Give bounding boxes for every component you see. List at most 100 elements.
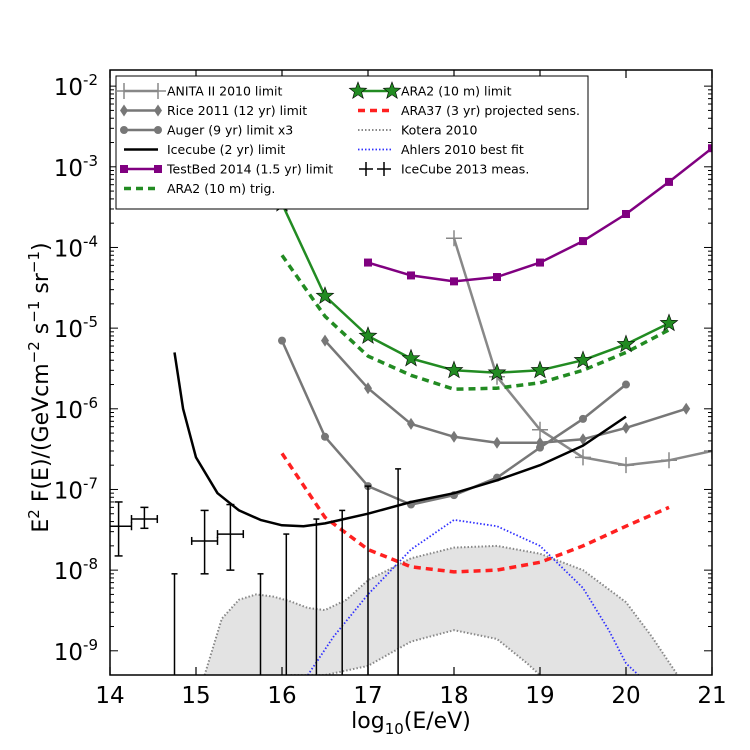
rice-2011-12-yr-limit-marker [682,402,691,415]
legend-entry-rice-2011-12-yr-limit: Rice 2011 (12 yr) limit [120,103,307,118]
y-axis-label-sup-2: −2 [25,341,43,363]
series-ahlers-2010-best-fit [307,519,640,675]
anita-ii-2010-limit-marker [575,449,591,466]
legend-marker-testbed-2014-1-5-yr-limit [120,165,128,173]
anita-ii-2010-limit-marker [704,442,712,459]
y-tick-label: 10-2 [54,71,98,101]
series-ara37-3-yr-projected-sens [280,452,670,574]
anita-ii-2010-limit-marker [532,421,548,438]
legend-label-anita-ii-2010-limit: ANITA II 2010 limit [167,84,283,99]
y-tick-base: 10 [54,398,83,424]
testbed-2014-1-5-yr-limit-marker [579,237,587,246]
x-tick-label: 21 [697,683,726,709]
ara2-10-m-limit-marker [530,360,550,379]
y-axis-label-sup-3: −1 [25,301,43,323]
legend-entry-ara2-10-m-trig: ARA2 (10 m) trig. [124,181,275,196]
x-axis-label-text: log [351,709,385,734]
y-tick-label: 10-5 [54,313,98,343]
y-tick-label: 10-3 [54,152,98,182]
series-auger-9-yr-limit-x3 [278,336,630,509]
y-axis-label-part-5: ) [29,242,54,251]
legend-label-ara2-10-m-trig: ARA2 (10 m) trig. [167,181,275,196]
legend-label-kotera-2010: Kotera 2010 [401,123,477,138]
kotera-band-fill [204,545,678,675]
ara2-10-m-limit-marker [659,313,679,332]
rice-2011-12-yr-limit-marker [450,430,458,443]
testbed-2014-1-5-yr-limit-marker [364,258,372,267]
rice-2011-12-yr-limit-marker [321,334,329,347]
y-tick-label: 10-8 [54,555,98,585]
x-tick-label: 15 [181,683,210,709]
y-tick-exponent: -7 [83,474,98,492]
y-tick-label: 10-9 [54,636,98,666]
rice-2011-12-yr-limit-marker [622,421,630,434]
y-axis-label-part-4: sr [29,272,54,300]
x-tick-label: 17 [353,683,382,709]
y-axis-label-sup-1: 2 [25,509,43,519]
y-tick-exponent: -9 [83,636,98,654]
testbed-2014-1-5-yr-limit-marker [622,209,630,218]
data-layer [110,144,712,675]
legend-label-rice-2011-12-yr-limit: Rice 2011 (12 yr) limit [167,103,307,118]
y-tick-base: 10 [54,559,83,585]
legend-entry-ara37-3-yr-projected-sens: ARA37 (3 yr) projected sens. [358,103,580,118]
anita-ii-2010-limit-marker [661,452,677,469]
ara2-10-m-limit-line [280,203,670,374]
y-tick-base: 10 [54,478,83,504]
legend-entry-icecube-2-yr-limit: Icecube (2 yr) limit [124,142,285,157]
plot-frame [109,69,713,676]
x-axis-label: log10(E/eV) [351,709,471,738]
legend-label-testbed-2014-1-5-yr-limit: TestBed 2014 (1.5 yr) limit [166,162,333,177]
icecube-2-yr-limit-line [173,352,627,528]
legend-label-icecube-2-yr-limit: Icecube (2 yr) limit [167,142,285,157]
auger-9-yr-limit-x3-marker [579,414,587,423]
legend-marker-rice-2011-12-yr-limit [154,104,162,117]
legend-entry-anita-ii-2010-limit: ANITA II 2010 limit [116,83,283,99]
y-axis-label-sup-4: −1 [25,251,43,273]
auger-9-yr-limit-x3-marker [321,432,329,441]
legend-entry-testbed-2014-1-5-yr-limit: TestBed 2014 (1.5 yr) limit [120,162,333,177]
legend-entry-ara2-10-m-limit: ARA2 (10 m) limit [348,81,512,99]
y-tick-base: 10 [54,75,83,101]
ticks-layer: 14 15 16 17 18 19 20 2110-910-810-710-610-510-4… [54,70,727,709]
ara2-10-m-limit-marker [573,350,593,369]
x-tick-label: 16 [267,683,296,709]
legend-label-auger-9-yr-limit-x3: Auger (9 yr) limit x3 [167,123,293,138]
x-tick-label: 18 [439,683,468,709]
y-axis-label: E2 F(E)/(GeVcm−2 s−1 sr−1) [25,242,54,532]
y-tick-exponent: -6 [83,394,98,412]
x-tick-label: 19 [525,683,554,709]
series-rice-2011-12-yr-limit [321,334,691,449]
legend-label-ahlers-2010-best-fit: Ahlers 2010 best fit [401,142,524,157]
legend-marker-ara2-10-m-limit [348,81,368,99]
ara2-10-m-limit-marker [487,362,507,381]
ara2-10-m-limit-marker [616,334,636,353]
legend-entry-icecube-2013-meas: IceCube 2013 meas. [359,162,529,177]
rice-2011-12-yr-limit-marker [493,436,501,449]
y-tick-base: 10 [54,236,83,262]
y-tick-exponent: -4 [83,232,98,250]
ara2-10-m-limit-marker [358,326,378,344]
legend: ANITA II 2010 limit Rice 2011 (12 yr) lim… [115,75,589,210]
ara2-10-m-limit-marker [401,348,421,367]
y-axis-label-part-1: E [29,519,54,533]
rice-2011-12-yr-limit-marker [364,382,372,395]
y-axis-label-part-2: F(E)/(GeVcm [29,363,54,509]
legend-entry-ahlers-2010-best-fit: Ahlers 2010 best fit [358,142,524,157]
anita-ii-2010-limit-marker [446,230,462,247]
x-axis-label-subscript: 10 [385,720,404,738]
auger-9-yr-limit-x3-marker [622,380,630,389]
y-tick-exponent: -3 [83,152,98,170]
testbed-2014-1-5-yr-limit-marker [665,177,673,186]
legend-entry-auger-9-yr-limit-x3: Auger (9 yr) limit x3 [120,123,293,138]
x-tick-label: 20 [611,683,640,709]
testbed-2014-1-5-yr-limit-marker [407,271,415,280]
y-tick-label: 10-4 [54,232,98,262]
series-icecube-2-yr-limit [173,352,627,528]
legend-marker-testbed-2014-1-5-yr-limit [154,165,162,173]
legend-label-icecube-2013-meas: IceCube 2013 meas. [401,162,529,177]
y-tick-base: 10 [54,156,83,182]
anita-ii-2010-limit-marker [618,457,634,474]
legend-box [115,75,589,210]
